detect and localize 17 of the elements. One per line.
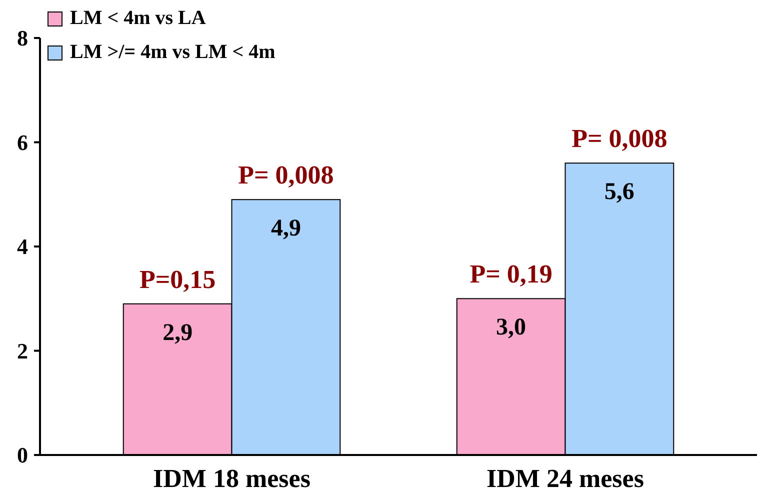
annotation: P=0,15 — [139, 264, 216, 294]
y-tick-label: 6 — [17, 130, 28, 155]
annotation: P= 0,008 — [238, 160, 334, 190]
legend-label: LM < 4m vs LA — [70, 7, 206, 29]
data-label: 3,0 — [496, 314, 526, 341]
y-tick-label: 4 — [17, 234, 28, 260]
data-label: 5,6 — [604, 179, 634, 206]
data-label: 2,9 — [162, 320, 193, 346]
x-tick-label: IDM 18 meses — [153, 464, 310, 493]
y-tick-label: 8 — [17, 26, 28, 51]
x-tick-label: IDM 24 meses — [486, 464, 644, 493]
y-tick-label: 0 — [17, 442, 28, 468]
y-tick-label: 2 — [17, 338, 28, 364]
legend-label: LM >/= 4m vs LM < 4m — [70, 41, 276, 63]
data-label: 4,9 — [270, 216, 301, 242]
annotation: P= 0,19 — [470, 260, 552, 289]
annotation: P= 0,008 — [572, 124, 668, 154]
